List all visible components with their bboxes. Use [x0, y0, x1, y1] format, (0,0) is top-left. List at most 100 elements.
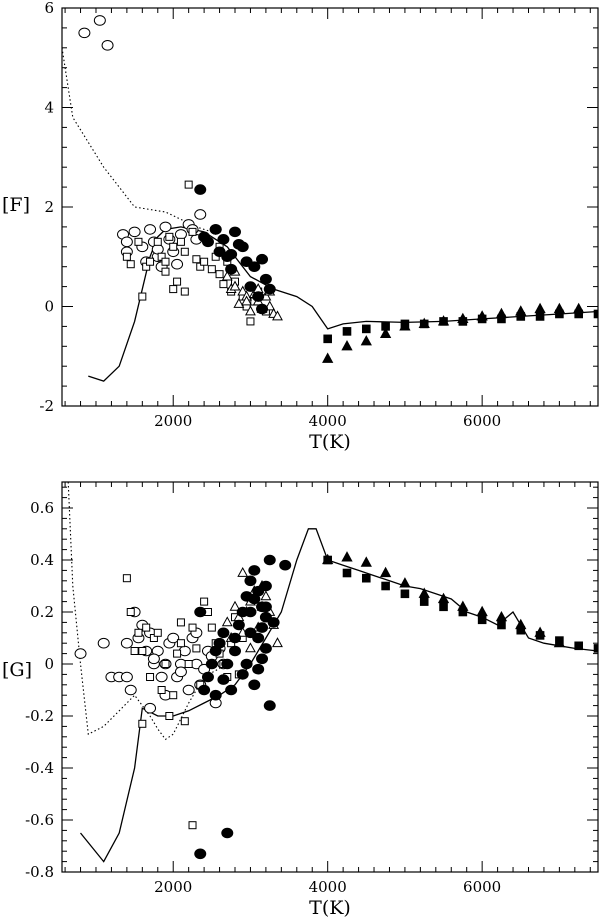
y-tick-label: 0.2: [30, 603, 54, 621]
point-open-square: [130, 647, 139, 655]
point-open-square: [169, 242, 178, 251]
plot-frame: [61, 7, 599, 407]
point-filled-circle: [248, 565, 261, 576]
point-open-square: [138, 292, 147, 301]
point-open-circle: [182, 684, 195, 696]
point-filled-circle: [209, 689, 222, 701]
point-filled-square: [439, 602, 448, 612]
y-tick-label: 0.4: [30, 551, 54, 569]
point-open-triangle: [229, 600, 241, 611]
point-filled-circle: [252, 663, 265, 675]
point-filled-circle: [236, 669, 249, 680]
point-open-square: [146, 257, 155, 266]
point-open-circle: [124, 684, 137, 696]
point-open-triangle: [260, 590, 272, 601]
point-open-square: [180, 717, 189, 726]
point-filled-triangle: [495, 307, 508, 319]
point-filled-circle: [256, 653, 269, 665]
y-tick-label: -2: [39, 397, 54, 415]
point-open-circle: [74, 648, 87, 659]
point-filled-triangle: [457, 312, 469, 324]
model-line-solid: [88, 226, 598, 382]
point-filled-square: [342, 327, 352, 336]
point-filled-triangle: [553, 302, 566, 314]
point-open-triangle: [237, 285, 249, 296]
point-open-square: [200, 257, 209, 266]
point-filled-triangle: [322, 553, 334, 565]
point-open-square: [134, 628, 143, 637]
point-filled-circle: [198, 684, 211, 696]
point-open-circle: [151, 243, 164, 255]
point-open-triangle: [245, 642, 256, 653]
point-filled-circle: [194, 848, 207, 860]
point-open-circle: [194, 209, 207, 220]
point-filled-triangle: [515, 305, 527, 316]
point-open-triangle: [272, 310, 283, 321]
x-tick-label: 4000: [309, 412, 347, 430]
point-filled-circle: [209, 645, 222, 657]
point-filled-circle: [194, 606, 207, 618]
point-open-circle: [155, 671, 168, 683]
point-filled-triangle: [418, 317, 430, 329]
point-open-square: [122, 574, 131, 583]
point-open-square: [122, 252, 131, 261]
point-filled-circle: [263, 700, 276, 711]
point-filled-square: [361, 324, 371, 334]
panel-top-F: 2000 4000 6000 -2 0 2 4 6 T(K) [F]: [2, 0, 599, 453]
point-filled-triangle: [457, 600, 469, 611]
point-filled-circle: [279, 559, 292, 571]
point-filled-triangle: [534, 302, 546, 314]
y-axis-label: [G]: [2, 659, 32, 681]
point-filled-circle: [201, 671, 214, 683]
point-open-square: [180, 247, 189, 256]
point-open-circle: [144, 224, 157, 235]
point-open-circle: [159, 221, 172, 233]
point-open-square: [157, 686, 166, 694]
point-filled-circle: [221, 658, 234, 670]
x-axis-label: T(K): [309, 897, 351, 919]
point-open-square: [188, 821, 197, 830]
point-open-square: [188, 227, 197, 236]
y-tick-label: 0: [44, 655, 54, 673]
point-open-square: [146, 673, 155, 681]
point-filled-triangle: [399, 577, 411, 588]
point-filled-triangle: [553, 636, 566, 648]
point-open-triangle: [241, 295, 253, 306]
point-open-square: [126, 260, 135, 269]
point-filled-circle: [259, 601, 272, 613]
point-open-square: [169, 691, 178, 700]
point-filled-square: [419, 597, 429, 606]
point-filled-circle: [259, 273, 272, 285]
point-filled-triangle: [476, 310, 488, 321]
point-filled-circle: [256, 253, 269, 265]
point-open-square: [176, 237, 185, 246]
point-open-square: [126, 608, 135, 616]
point-open-square: [184, 660, 193, 668]
point-open-circle: [78, 27, 91, 39]
point-filled-circle: [229, 632, 242, 644]
point-filled-triangle: [360, 335, 372, 346]
x-tick-label: 6000: [463, 878, 501, 896]
point-filled-square: [574, 641, 583, 651]
y-tick-label: -0.8: [25, 863, 54, 881]
y-tick-label: 4: [44, 99, 54, 117]
point-filled-circle: [217, 234, 230, 245]
point-open-circle: [147, 653, 160, 665]
point-open-circle: [128, 226, 141, 238]
point-open-square: [180, 287, 189, 296]
y-axis-label: [F]: [2, 194, 30, 216]
point-filled-circle: [256, 303, 269, 315]
point-filled-circle: [244, 575, 257, 587]
point-filled-circle: [229, 226, 242, 238]
point-filled-triangle: [379, 566, 392, 578]
point-filled-triangle: [573, 302, 585, 314]
x-tick-label: 4000: [309, 878, 347, 896]
point-open-square: [184, 180, 193, 189]
point-filled-triangle: [437, 315, 450, 326]
plot-area: [62, 15, 598, 382]
point-open-circle: [171, 258, 184, 270]
point-open-square: [173, 277, 182, 286]
y-tick-label: -0.4: [25, 759, 54, 777]
point-open-square: [192, 255, 201, 264]
